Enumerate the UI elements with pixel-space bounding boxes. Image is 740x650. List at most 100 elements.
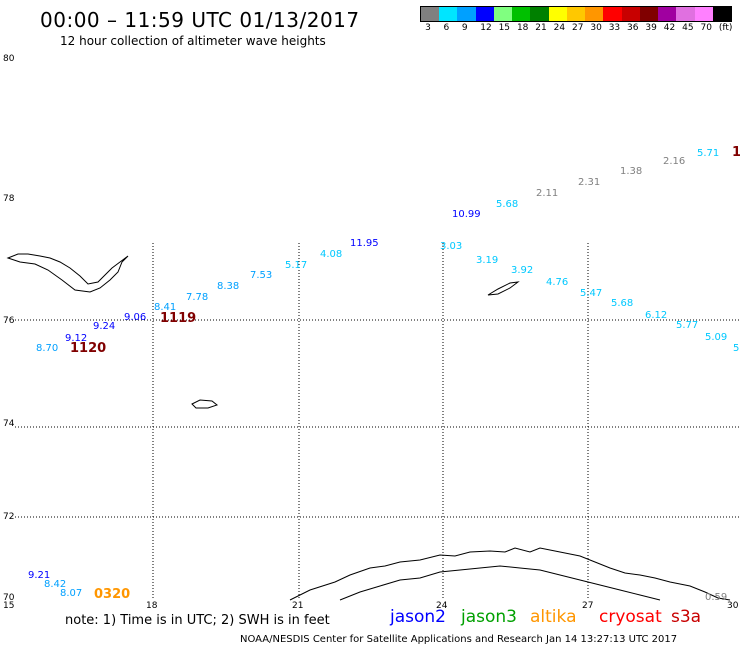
legend-label: 12 [480, 23, 492, 33]
wave-height-label: 8.42 [44, 579, 67, 590]
legend-label: 45 [682, 23, 694, 33]
graticule [15, 243, 740, 600]
latitude-label: 70 [3, 593, 15, 603]
legend-label: 21 [535, 23, 547, 33]
latitude-label: 74 [3, 419, 15, 429]
longitude-label: 30 [727, 601, 739, 611]
legend-label: 3 [425, 23, 431, 33]
legend-swatch [712, 7, 731, 21]
wave-height-label: 7.78 [186, 292, 209, 303]
legend-label: 18 [516, 23, 529, 33]
wave-height-label: 5.71 [697, 148, 720, 159]
legend-swatch [548, 7, 567, 21]
wave-height-label: 3.19 [476, 255, 499, 266]
satellite-name: cryosat [599, 607, 662, 627]
wave-height-label: 3.03 [440, 241, 463, 252]
wave-height-label: 4.08 [320, 249, 343, 260]
legend-swatches [420, 6, 732, 22]
jan-mayen-island [191, 399, 219, 409]
longitude-label: 15 [3, 601, 15, 611]
legend-swatch [585, 7, 604, 21]
pass-time-label: 1119 [160, 311, 197, 326]
map-subtitle: 12 hour collection of altimeter wave hei… [60, 34, 326, 48]
credit-line: NOAA/NESDIS Center for Satellite Applica… [240, 634, 678, 645]
legend-swatch [676, 7, 695, 21]
legend-label: 33 [608, 23, 621, 33]
wave-height-label: 5.68 [496, 199, 519, 210]
longitude-label: 27 [582, 601, 594, 611]
legend-swatch [530, 7, 549, 21]
legend-labels: 3 6 9 12 15 18 21 24 27 30 33 36 39 42 45 70 (ft) [420, 22, 732, 34]
legend-swatch [421, 7, 440, 21]
pass-time-label: 0320 [94, 587, 131, 602]
greenland-coast [6, 253, 129, 293]
wave-height-label: 7.53 [250, 270, 273, 281]
satellite-name: altika [530, 607, 577, 627]
wave-height-label: 5.17 [285, 260, 308, 271]
map-title: 00:00 – 11:59 UTC 01/13/2017 [40, 8, 360, 32]
wave-height-label: 3.92 [511, 265, 534, 276]
legend-label: 36 [627, 23, 639, 33]
legend-swatch [512, 7, 531, 21]
wave-height-label: 5.68 [611, 298, 634, 309]
legend-label: 42 [663, 23, 676, 33]
wave-height-label: 2.31 [578, 177, 601, 188]
legend-label: 30 [590, 23, 602, 33]
wave-height-label: 5.09 [705, 332, 728, 343]
wave-height-label: 9.24 [93, 321, 116, 332]
wave-height-label: 0.59 [705, 592, 728, 603]
wave-height-label: 9.06 [124, 312, 147, 323]
legend-swatch [493, 7, 513, 21]
legend-swatch [566, 7, 586, 21]
latitude-label: 76 [3, 316, 15, 326]
legend-swatch [639, 7, 659, 21]
legend-label: (ft) [718, 23, 733, 33]
wave-height-label: 8.70 [36, 343, 59, 354]
satellite-name: s3a [671, 607, 702, 627]
wave-height-label: 4.76 [546, 277, 569, 288]
wave-height-label: 5.47 [580, 288, 603, 299]
latitude-label: 72 [3, 512, 15, 522]
wave-height-label: 11.95 [350, 238, 379, 249]
legend-swatch [694, 7, 713, 21]
wave-height-label: 10.99 [452, 209, 481, 220]
legend-swatch [439, 7, 458, 21]
wave-height-label: 6.12 [645, 310, 668, 321]
svalbard-coast [289, 547, 731, 601]
satellite-name: jason3 [461, 607, 517, 627]
color-legend: 3 6 9 12 15 18 21 24 27 30 33 36 39 42 45 70 (ft) [420, 6, 732, 34]
latitude-label: 78 [3, 194, 15, 204]
latitude-label: 80 [3, 54, 15, 64]
coastline [6, 253, 731, 601]
wave-height-label: 8.07 [60, 588, 83, 599]
wave-height-label: 1.38 [620, 166, 643, 177]
wave-height-label: 9.21 [28, 570, 51, 581]
legend-label: 70 [700, 23, 712, 33]
legend-label: 27 [572, 23, 584, 33]
legend-label: 24 [553, 23, 566, 33]
pass-time-label: 1120 [70, 341, 107, 356]
legend-swatch [621, 7, 640, 21]
pass-time-label: 1 [732, 145, 740, 160]
legend-swatch [475, 7, 494, 21]
wave-height-label: 5 [733, 343, 740, 354]
longitude-label: 24 [436, 601, 448, 611]
legend-swatch [658, 7, 677, 21]
longitude-label: 18 [146, 601, 158, 611]
legend-label: 9 [461, 23, 468, 33]
wave-height-label: 2.16 [663, 156, 686, 167]
wave-height-label: 2.11 [536, 188, 559, 199]
legend-label: 6 [443, 23, 450, 33]
legend-label: 39 [645, 23, 657, 33]
legend-swatch [603, 7, 622, 21]
footnote: note: 1) Time is in UTC; 2) SWH is in fe… [65, 613, 330, 628]
wave-height-label: 5.77 [676, 320, 699, 331]
longitude-label: 21 [292, 601, 304, 611]
legend-label: 15 [498, 23, 511, 33]
legend-swatch [457, 7, 476, 21]
bear-island [487, 281, 520, 296]
wave-height-label: 9.12 [65, 333, 88, 344]
wave-height-label: 8.41 [154, 302, 177, 313]
svalbard-inner-coast [339, 565, 661, 601]
